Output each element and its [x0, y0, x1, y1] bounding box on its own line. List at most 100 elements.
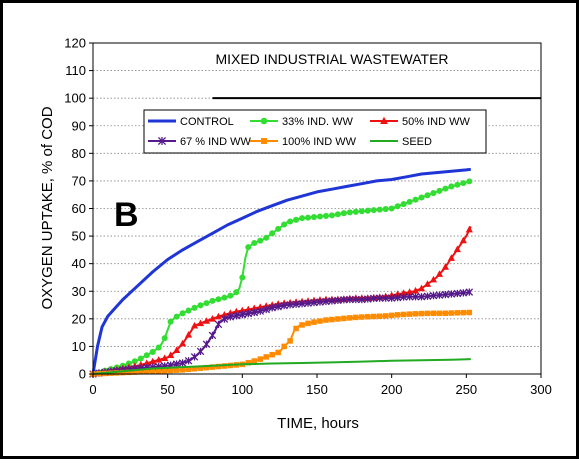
data-point — [155, 356, 163, 363]
data-point — [132, 369, 138, 375]
data-point — [459, 236, 467, 244]
legend-label: 50% IND WW — [402, 116, 470, 128]
x-tick-label: 150 — [306, 382, 328, 397]
data-point — [347, 315, 353, 321]
y-tick-label: 80 — [72, 146, 86, 161]
data-point — [304, 299, 312, 307]
data-point — [274, 302, 282, 311]
y-tick-label: 100 — [64, 91, 86, 106]
data-point — [155, 344, 162, 351]
data-point — [430, 310, 437, 317]
data-point — [310, 214, 318, 221]
data-point — [280, 301, 288, 310]
tick-labels: 0 10 20 30 40 50 60 70 80 90 100 110 120 0 50 100 150 200… — [64, 36, 552, 398]
data-point — [346, 295, 354, 304]
data-point — [400, 289, 408, 296]
x-tick-label: 100 — [231, 382, 253, 397]
data-point — [352, 295, 360, 304]
data-point — [460, 309, 467, 316]
data-point — [238, 306, 246, 314]
legend-item: 100% IND WW — [250, 136, 357, 148]
data-point — [382, 206, 389, 213]
data-point — [400, 201, 407, 208]
data-point — [143, 359, 151, 366]
data-point — [191, 304, 198, 311]
data-point — [149, 357, 157, 365]
data-point — [365, 313, 371, 320]
data-point — [263, 354, 269, 360]
data-point — [184, 330, 193, 338]
legend-box — [143, 109, 487, 154]
data-point — [190, 353, 199, 361]
data-point — [447, 254, 455, 261]
data-point — [317, 318, 323, 324]
data-point — [406, 311, 413, 317]
data-point — [316, 213, 324, 220]
data-point — [250, 304, 258, 312]
data-point — [423, 280, 432, 287]
legend-item: 50% IND WW — [370, 116, 470, 128]
series-line — [91, 167, 471, 375]
legend-marker — [380, 116, 388, 124]
data-point — [436, 310, 443, 317]
data-point — [220, 315, 229, 323]
data-point — [352, 208, 359, 215]
data-point — [405, 293, 414, 301]
y-tick-label: 0 — [79, 367, 86, 382]
data-point — [393, 293, 402, 302]
data-point — [293, 325, 299, 332]
data-point — [233, 289, 240, 296]
series-control — [91, 167, 471, 375]
data-point — [448, 183, 455, 190]
series-layer — [89, 167, 474, 378]
data-point — [411, 286, 420, 294]
data-point — [256, 307, 265, 315]
panel-label: B — [114, 196, 139, 234]
data-point — [196, 347, 205, 356]
data-point — [173, 346, 181, 354]
data-point — [411, 293, 420, 301]
data-point — [364, 295, 372, 303]
data-point — [161, 354, 169, 362]
data-point — [316, 298, 324, 306]
legend-label: 100% IND WW — [282, 136, 357, 148]
data-point — [322, 212, 329, 219]
data-point — [143, 352, 150, 359]
data-point — [197, 302, 204, 309]
data-point — [144, 368, 150, 375]
legend-label: SEED — [402, 136, 432, 148]
data-point — [298, 299, 306, 308]
data-point — [214, 320, 223, 329]
data-point — [256, 303, 264, 310]
y-tick-label: 50 — [72, 229, 86, 244]
data-point — [341, 315, 347, 322]
data-point — [369, 294, 378, 303]
legend-label: 33% IND. WW — [282, 116, 354, 128]
data-point — [394, 203, 401, 210]
data-point — [196, 319, 205, 327]
data-point — [167, 367, 174, 374]
data-point — [149, 348, 156, 355]
y-tick-label: 120 — [64, 36, 86, 51]
data-point — [441, 290, 450, 299]
data-point — [334, 296, 342, 305]
data-point — [220, 310, 228, 318]
x-tick-label: 50 — [160, 382, 174, 397]
data-point — [245, 359, 252, 366]
data-point — [179, 310, 186, 317]
data-point — [335, 316, 341, 322]
data-point — [263, 234, 270, 241]
data-point — [269, 230, 276, 237]
data-point — [311, 319, 317, 325]
data-point — [399, 293, 408, 301]
data-point — [209, 364, 216, 370]
data-point — [126, 369, 132, 376]
data-point — [382, 313, 389, 319]
data-point — [161, 335, 168, 342]
data-point — [460, 180, 467, 187]
chart-title: MIXED INDUSTRIAL WASTEWATER — [215, 51, 448, 67]
y-tick-label: 30 — [72, 284, 86, 299]
